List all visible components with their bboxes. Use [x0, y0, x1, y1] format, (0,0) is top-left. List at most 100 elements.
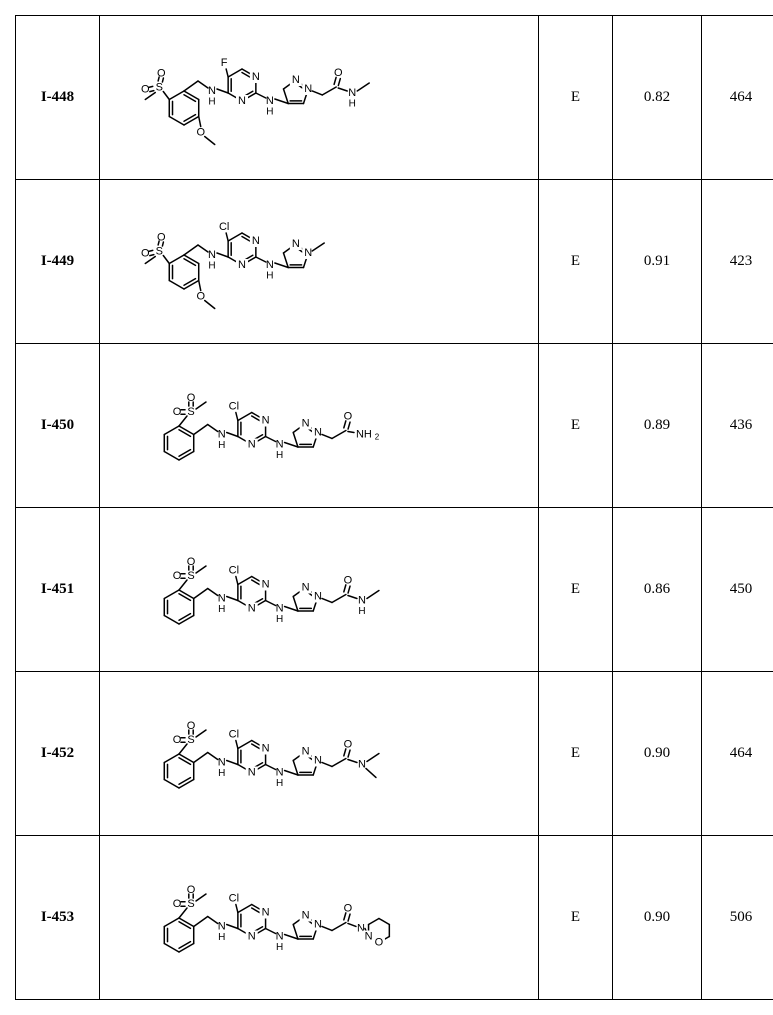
- column-mass-value: 506: [702, 836, 773, 1000]
- table-row: I-450SOONHNNClNHNNONH2E0.89436: [16, 344, 773, 508]
- svg-text:N: N: [304, 247, 312, 259]
- svg-text:O: O: [334, 67, 343, 79]
- svg-text:S: S: [187, 570, 194, 582]
- compound-id: I-450: [16, 344, 100, 508]
- svg-text:N: N: [266, 259, 274, 271]
- table-row: I-448SOOONHNNFNHNNONHE0.82464: [16, 16, 773, 180]
- structure-cell: SOONHNNClNHNNONH: [100, 508, 539, 672]
- column-ratio-value: 0.90: [613, 672, 702, 836]
- column-e-value: E: [539, 672, 613, 836]
- svg-text:N: N: [238, 259, 246, 271]
- svg-text:O: O: [344, 902, 353, 914]
- svg-text:S: S: [187, 734, 194, 746]
- svg-text:N: N: [314, 754, 322, 766]
- svg-text:N: N: [304, 83, 312, 95]
- svg-text:H: H: [266, 271, 273, 282]
- svg-text:N: N: [252, 235, 260, 247]
- svg-text:N: N: [276, 766, 284, 778]
- svg-text:O: O: [141, 247, 150, 259]
- column-ratio-value: 0.86: [613, 508, 702, 672]
- svg-text:N: N: [302, 581, 310, 593]
- column-mass-value: 464: [702, 16, 773, 180]
- svg-text:N: N: [292, 238, 300, 250]
- svg-text:N: N: [358, 594, 366, 606]
- compound-id: I-453: [16, 836, 100, 1000]
- svg-text:N: N: [302, 417, 310, 429]
- svg-text:H: H: [358, 606, 365, 617]
- svg-text:N: N: [218, 428, 226, 440]
- svg-text:O: O: [375, 936, 384, 948]
- svg-text:O: O: [141, 83, 150, 95]
- svg-text:F: F: [221, 57, 228, 69]
- structure-cell: SOONHNNClNHNNONH2: [100, 344, 539, 508]
- svg-text:Cl: Cl: [229, 564, 239, 576]
- compound-id: I-449: [16, 180, 100, 344]
- svg-text:N: N: [302, 909, 310, 921]
- svg-text:Cl: Cl: [229, 892, 239, 904]
- svg-text:H: H: [276, 614, 283, 625]
- svg-text:N: N: [262, 906, 270, 918]
- table-row: I-453SOONHNNClNHNNONONE0.90506: [16, 836, 773, 1000]
- svg-text:O: O: [344, 574, 353, 586]
- structure-cell: SOOONHNNFNHNNONH: [100, 16, 539, 180]
- svg-text:N: N: [218, 592, 226, 604]
- svg-text:N: N: [348, 87, 356, 99]
- svg-text:N: N: [314, 590, 322, 602]
- column-mass-value: 450: [702, 508, 773, 672]
- table-row: I-452SOONHNNClNHNNONE0.90464: [16, 672, 773, 836]
- compound-table: I-448SOOONHNNFNHNNONHE0.82464I-449SOOONH…: [15, 15, 773, 1000]
- svg-text:H: H: [218, 768, 225, 779]
- svg-text:N: N: [314, 918, 322, 930]
- column-e-value: E: [539, 836, 613, 1000]
- svg-text:N: N: [248, 438, 256, 450]
- svg-text:N: N: [266, 95, 274, 107]
- svg-text:O: O: [173, 898, 182, 910]
- svg-text:N: N: [208, 249, 216, 261]
- svg-text:H: H: [266, 107, 273, 118]
- svg-text:N: N: [218, 756, 226, 768]
- svg-text:N: N: [238, 95, 246, 107]
- svg-text:N: N: [358, 758, 366, 770]
- chemical-structure-svg: SOONHNNClNHNNON: [104, 676, 534, 826]
- svg-text:S: S: [187, 406, 194, 418]
- svg-text:S: S: [156, 81, 163, 93]
- svg-text:N: N: [276, 930, 284, 942]
- structure-cell: SOOONHNNClNHNN: [100, 180, 539, 344]
- svg-text:S: S: [156, 245, 163, 257]
- svg-text:O: O: [344, 410, 353, 422]
- chemical-structure-svg: SOOONHNNFNHNNONH: [104, 20, 534, 170]
- svg-text:O: O: [173, 406, 182, 418]
- svg-text:N: N: [248, 930, 256, 942]
- svg-text:N: N: [252, 71, 260, 83]
- svg-text:H: H: [276, 778, 283, 789]
- table-row: I-451SOONHNNClNHNNONHE0.86450: [16, 508, 773, 672]
- svg-text:2: 2: [375, 433, 380, 442]
- svg-text:N: N: [302, 745, 310, 757]
- chemical-structure-svg: SOONHNNClNHNNONH: [104, 512, 534, 662]
- svg-text:N: N: [262, 578, 270, 590]
- column-ratio-value: 0.82: [613, 16, 702, 180]
- svg-text:H: H: [349, 99, 356, 110]
- column-ratio-value: 0.90: [613, 836, 702, 1000]
- column-mass-value: 423: [702, 180, 773, 344]
- compound-id: I-451: [16, 508, 100, 672]
- column-ratio-value: 0.89: [613, 344, 702, 508]
- table-row: I-449SOOONHNNClNHNNE0.91423: [16, 180, 773, 344]
- svg-text:H: H: [208, 97, 215, 108]
- compound-id: I-452: [16, 672, 100, 836]
- svg-text:N: N: [208, 85, 216, 97]
- svg-text:O: O: [344, 738, 353, 750]
- svg-text:O: O: [173, 734, 182, 746]
- svg-text:N: N: [314, 426, 322, 438]
- structure-cell: SOONHNNClNHNNONON: [100, 836, 539, 1000]
- column-mass-value: 436: [702, 344, 773, 508]
- svg-text:N: N: [248, 602, 256, 614]
- svg-text:Cl: Cl: [229, 728, 239, 740]
- column-e-value: E: [539, 344, 613, 508]
- svg-text:O: O: [173, 570, 182, 582]
- svg-text:N: N: [292, 74, 300, 86]
- structure-cell: SOONHNNClNHNNON: [100, 672, 539, 836]
- svg-text:H: H: [218, 604, 225, 615]
- svg-text:N: N: [262, 742, 270, 754]
- svg-text:H: H: [276, 942, 283, 953]
